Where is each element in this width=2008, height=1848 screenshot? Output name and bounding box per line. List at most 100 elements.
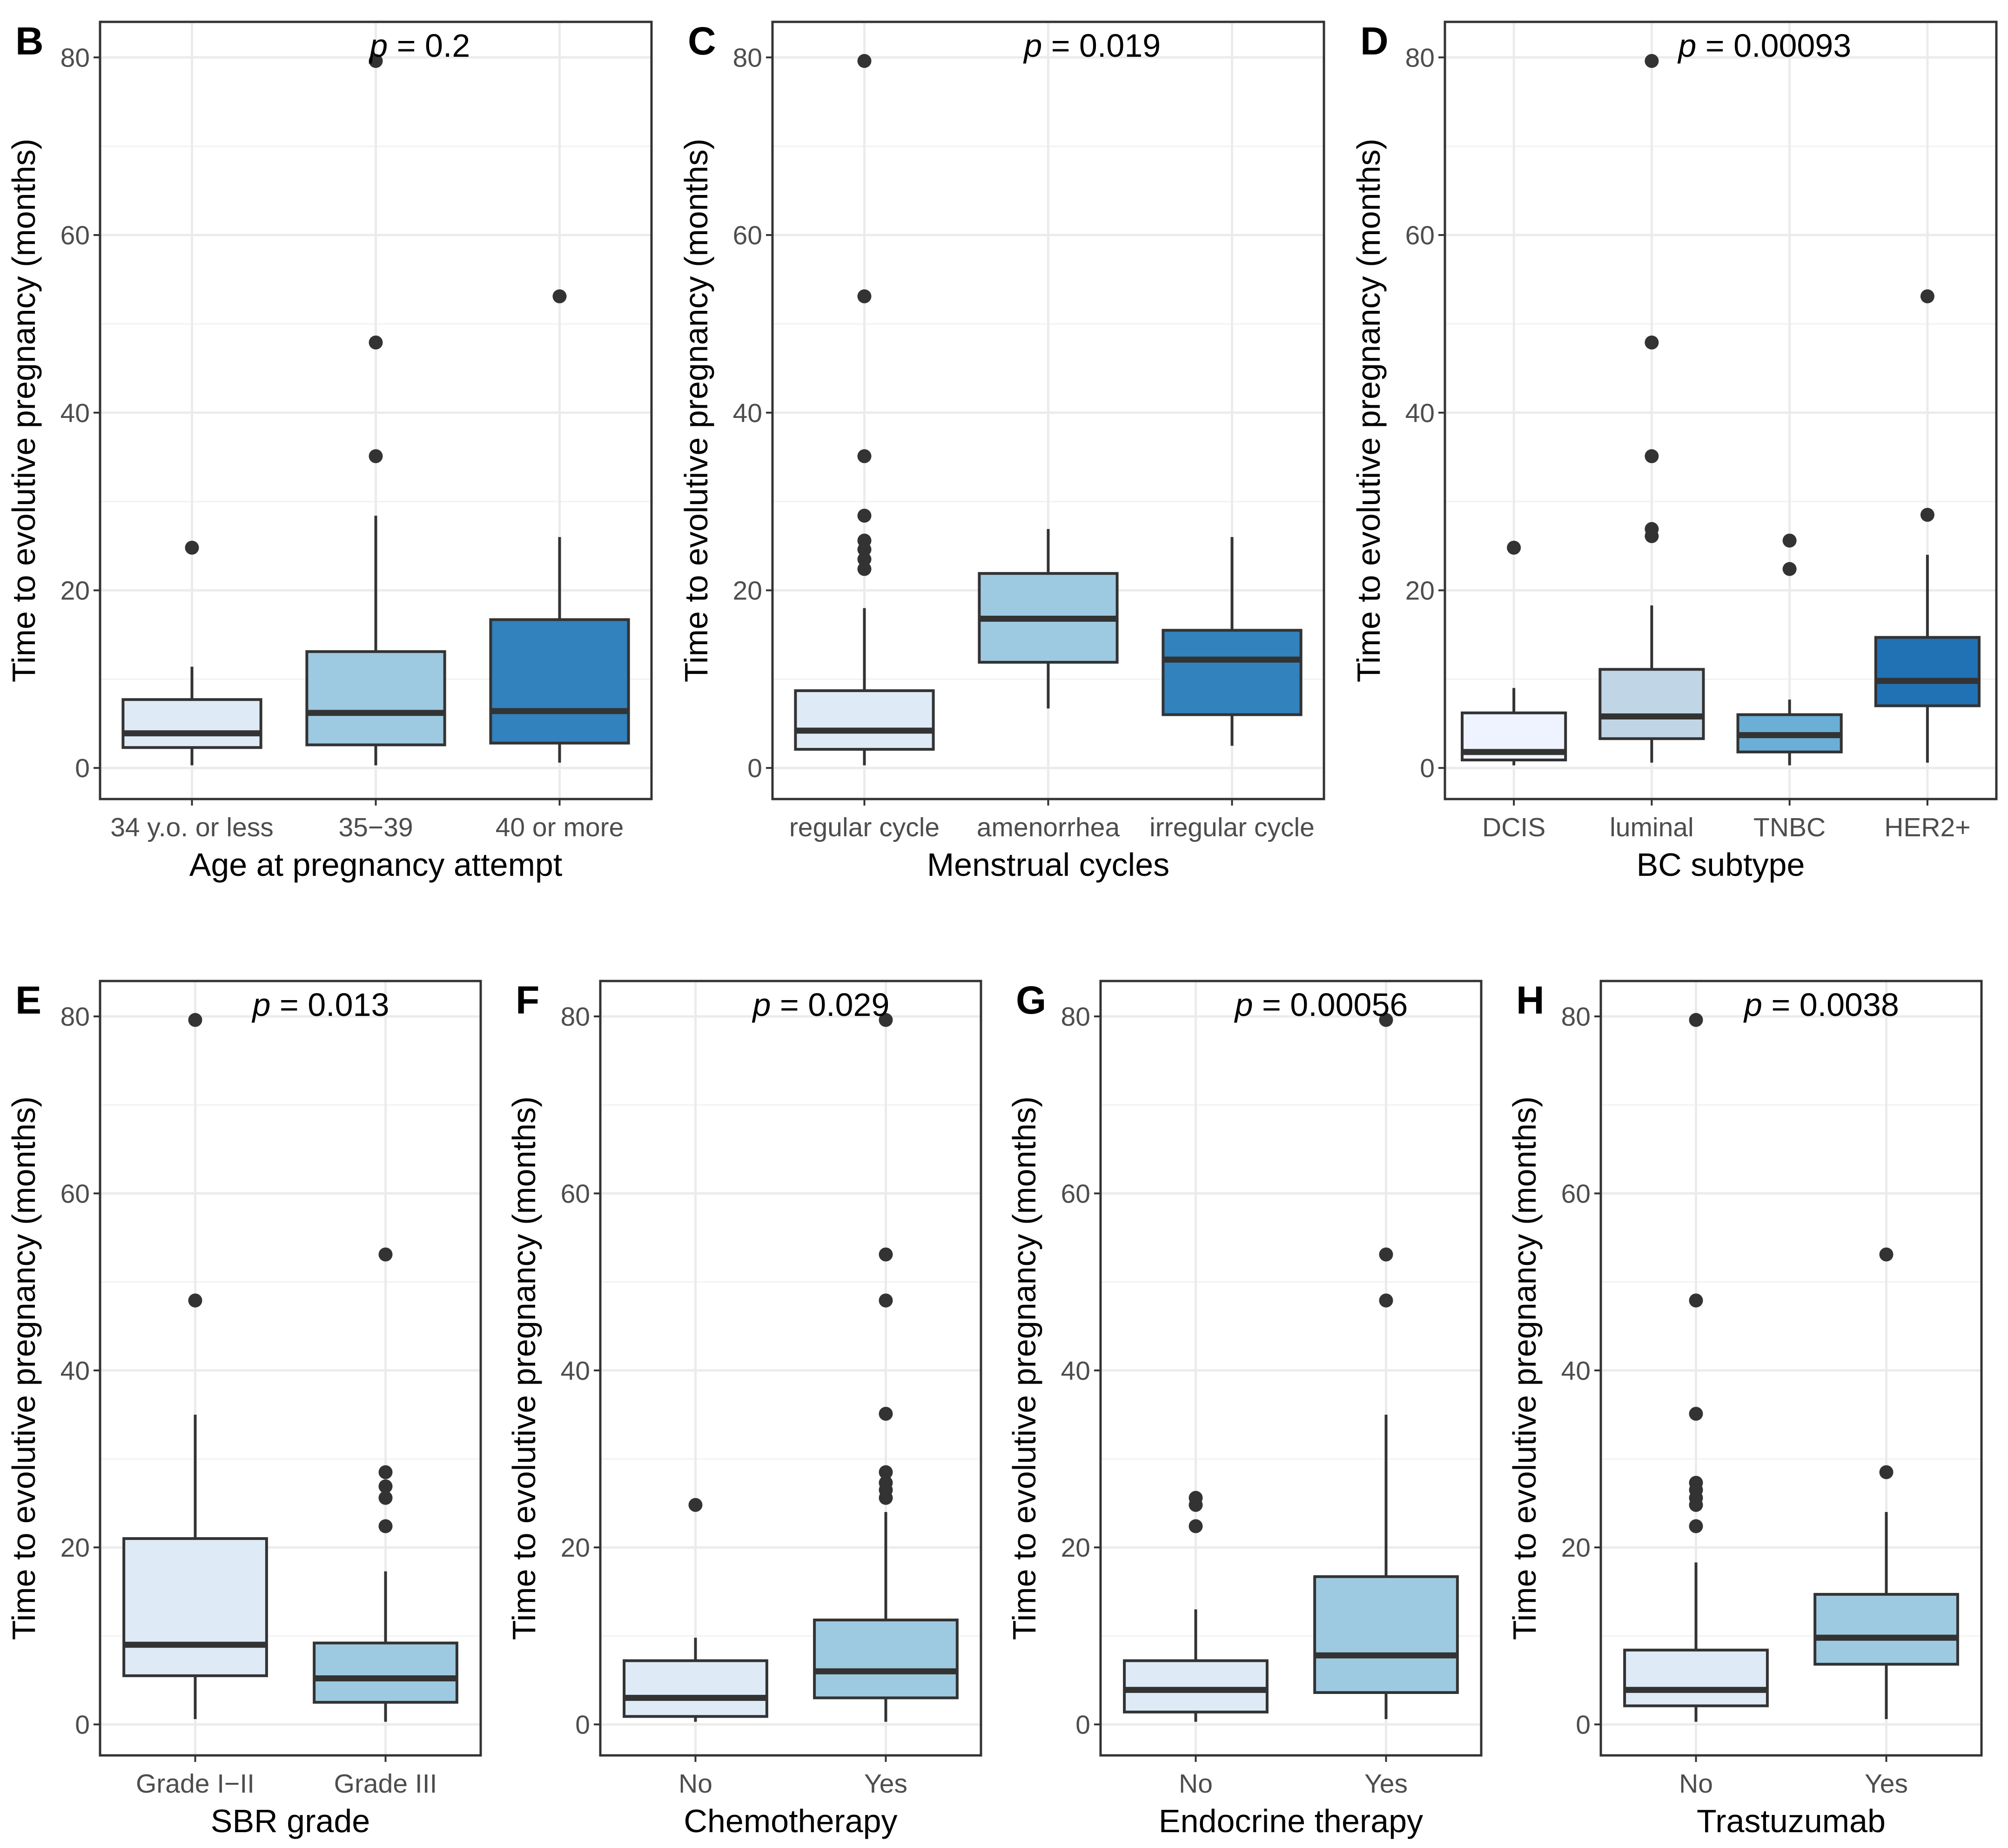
p-value-text: = 0.0038 [1762,987,1899,1023]
outlier-point [369,54,383,68]
x-tick-label: No [1679,1769,1713,1799]
box-body [1598,668,1705,740]
box-2 [813,1013,959,1722]
outlier-point [857,54,872,68]
y-tick-label: 60 [733,221,762,250]
panel-letter: C [688,19,716,63]
outlier-point [552,289,567,303]
x-tick-label: TNBC [1753,813,1826,842]
p-value-symbol: p [1023,27,1042,64]
y-tick-label: 40 [1561,1356,1591,1386]
box-body [794,689,935,751]
x-axis-title: Trastuzumab [1697,1803,1886,1839]
outlier-point [1645,54,1659,68]
outlier-point [378,1519,393,1533]
y-tick-label: 80 [60,43,90,73]
outlier-point [378,1247,393,1262]
y-tick-label: 0 [1075,1710,1090,1740]
outlier-point [879,1247,893,1262]
y-axis-title: Time to evolutive pregnancy (months) [1006,1096,1042,1640]
p-value-label: p = 0.029 [752,987,889,1023]
x-tick-label: regular cycle [789,813,940,842]
y-tick-label: 80 [1405,43,1435,73]
x-tick-label: 34 y.o. or less [110,813,274,842]
panel-letter: B [15,19,44,63]
panel-d: 0 20 40 60 80 DCIS luminal TNBC HER2+ BC subtype T… [1350,19,1998,883]
outlier-point [1920,508,1934,522]
outlier-point [1379,1247,1393,1262]
x-tick-label: Grade III [334,1769,437,1799]
p-value-label: p = 0.00093 [1677,27,1851,64]
panel-c: 0 20 40 60 80 regular cycle amenorrhea irregula… [678,19,1325,883]
outlier-point [188,1013,202,1027]
p-value-text: = 0.013 [270,987,389,1023]
outlier-point [369,335,383,349]
outlier-point [857,449,872,464]
plot-frame [1444,20,1998,800]
box-body [1162,629,1303,716]
y-tick-label: 0 [1420,753,1435,783]
p-value-text: = 0.019 [1042,27,1161,64]
outlier-point [185,540,199,555]
box-body [489,618,630,745]
outlier-point [857,533,872,548]
outlier-point [1507,540,1521,555]
plot-frame [1599,980,1983,1757]
box-1 [623,1498,768,1722]
y-tick-label: 60 [1405,221,1435,250]
x-tick-label: irregular cycle [1149,813,1315,842]
outlier-point [857,552,872,566]
y-tick-label: 40 [60,398,90,428]
y-axis-title: Time to evolutive pregnancy (months) [678,139,714,682]
y-axis-title: Time to evolutive pregnancy (months) [6,1096,42,1640]
p-value-label: p = 0.019 [1023,27,1161,64]
y-tick-label: 80 [561,1002,590,1032]
panel-b: 0 20 40 60 80 34 y.o. or less 35−39 40 or more A… [6,19,653,883]
box-3 [1162,537,1303,746]
outlier-point [1189,1491,1203,1505]
box-1 [1623,1013,1769,1722]
outlier-point [1782,533,1797,548]
outlier-point [1645,449,1659,464]
outlier-point [1689,1293,1703,1308]
box-body [1313,1575,1459,1694]
p-value-label: p = 0.2 [369,27,470,64]
x-tick-label: 35−39 [338,813,413,842]
panel-letter: G [1016,978,1046,1022]
x-tick-label: No [1179,1769,1213,1799]
panel-letter: F [516,978,539,1022]
outlier-point [879,1293,893,1308]
panel-letter: E [15,978,41,1022]
panel-h: 0 20 40 60 80 No Yes Trastuzumab Time to evoluti… [1506,978,1983,1839]
y-tick-label: 20 [60,1533,90,1563]
y-tick-label: 60 [60,221,90,250]
x-axis-title: Endocrine therapy [1159,1803,1423,1839]
outlier-point [369,449,383,464]
p-value-symbol: p [1677,27,1696,64]
p-value-text: = 0.00056 [1253,987,1408,1023]
y-tick-label: 20 [561,1533,590,1563]
outlier-point [378,1491,393,1505]
p-value-symbol: p [752,987,771,1023]
p-value-text: = 0.029 [771,987,889,1023]
p-value-label: p = 0.00056 [1234,987,1408,1023]
y-tick-label: 60 [60,1179,90,1209]
outlier-point [857,509,872,523]
outlier-point [1189,1519,1203,1533]
x-axis-title: Chemotherapy [684,1803,897,1839]
x-tick-label: HER2+ [1884,813,1970,842]
x-tick-label: DCIS [1482,813,1545,842]
y-tick-label: 20 [60,576,90,605]
x-tick-label: Yes [864,1769,907,1799]
y-tick-label: 0 [747,753,762,783]
outlier-point [857,289,872,303]
outlier-point [1645,522,1659,536]
panel-f: 0 20 40 60 80 No Yes Chemotherapy Time to evolut… [506,978,982,1839]
x-axis-title: SBR grade [211,1803,370,1839]
box-3 [1736,533,1843,766]
outlier-point [1689,1013,1703,1027]
outlier-point [1689,1476,1703,1490]
box-2 [305,54,446,766]
box-body [1623,1648,1769,1707]
